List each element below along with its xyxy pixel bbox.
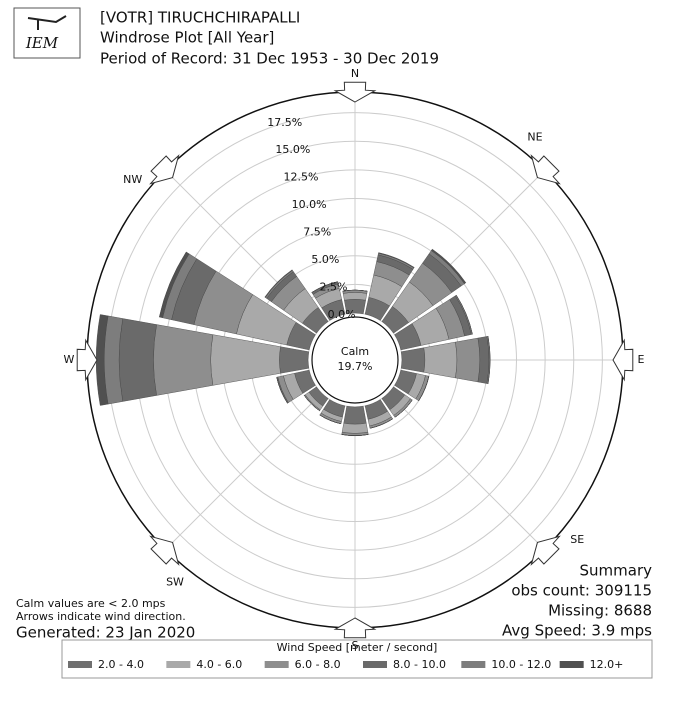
direction-label: SW [166,575,184,588]
logo-frame [13,7,81,59]
wind-bar [431,248,467,284]
wind-bar [401,347,426,373]
legend-swatch [461,661,486,668]
summary: Summary [580,562,653,580]
r-tick-label: 12.5% [284,171,319,184]
direction-arrow [530,535,561,566]
spoke [387,392,545,550]
wind-bar [319,414,342,424]
legend-label: 4.0 - 6.0 [196,658,242,671]
direction-arrow [530,154,561,185]
wind-bar [455,337,480,383]
generated: Generated: 23 Jan 2020 [16,624,195,642]
wind-bar [210,334,281,386]
wind-bar [369,418,393,429]
wind-bar [158,251,190,319]
legend-swatch [68,661,92,668]
summary: Avg Speed: 3.9 mps [502,622,652,640]
legend-label: 10.0 - 12.0 [491,658,551,671]
logo-text: IEM [25,34,59,52]
direction-label: W [64,353,75,366]
calm-circle [311,316,399,404]
legend-label: 6.0 - 8.0 [295,658,341,671]
r-tick-label: 0.0% [328,308,356,321]
direction-arrow [149,535,180,566]
chart-title: [VOTR] TIRUCHCHIRAPALLI [100,9,300,27]
legend-label: 2.0 - 4.0 [98,658,144,671]
r-tick-label: 15.0% [275,143,310,156]
calm-value: 19.7% [338,360,373,373]
direction-label: NE [527,131,542,144]
r-tick-label: 5.0% [311,253,339,266]
legend-label: 8.0 - 10.0 [393,658,446,671]
wind-bar [394,399,413,418]
direction-label: NW [123,173,142,186]
wind-bar [423,341,458,379]
logo: IEM [13,7,81,59]
chart-subtitle: Windrose Plot [All Year] [100,29,274,47]
legend-label: 12.0+ [590,658,624,671]
wind-bar [264,269,293,298]
direction-label: S [352,639,359,652]
r-tick-label: 7.5% [303,226,331,239]
direction-label: E [638,353,645,366]
wind-bar [96,314,109,406]
wind-bar [342,292,368,301]
legend-box [61,639,653,679]
spoke [165,392,323,550]
period: Period of Record: 31 Dec 1953 - 30 Dec 2… [100,50,439,68]
legend-swatch [166,661,191,668]
legend-swatch [363,661,387,668]
calm-label: Calm [341,345,369,358]
legend-title: Wind Speed [meter / second] [277,641,438,654]
direction-arrow [333,617,377,639]
logo-mark [27,15,67,30]
direction-arrow [149,154,180,185]
direction-arrow [76,338,98,382]
legend-swatch [559,661,584,668]
wind-bar [342,289,368,292]
wind-bar [378,252,415,269]
r-tick-label: 10.0% [292,198,327,211]
direction-label: N [351,67,359,80]
wind-bar [341,422,369,434]
summary: Missing: 8688 [548,602,652,620]
wind-bar [153,324,214,396]
note: Calm values are < 2.0 mps [16,597,166,610]
r-tick-label: 2.5% [320,280,348,293]
wind-bar [343,406,367,425]
legend-swatch [264,661,289,668]
summary: obs count: 309115 [511,582,652,600]
wind-bar [279,346,309,374]
direction-arrow [612,338,634,382]
wind-bar [304,395,320,411]
note: Arrows indicate wind direction. [16,610,186,623]
wind-bar [418,376,430,401]
wind-bar [118,318,157,402]
r-tick-label: 17.5% [267,116,302,129]
direction-label: SE [570,533,584,546]
direction-arrow [333,81,377,103]
